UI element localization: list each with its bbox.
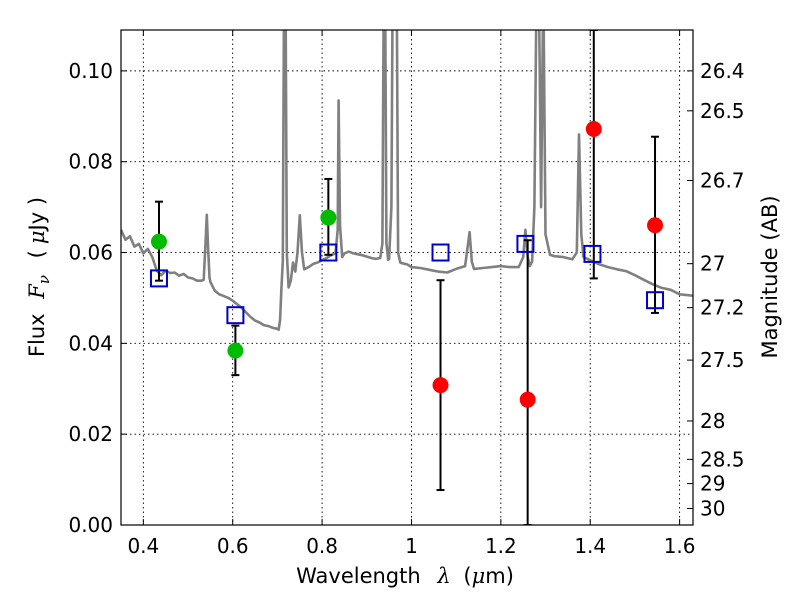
observed-flux-point	[320, 209, 337, 226]
model-photometry-square	[226, 306, 245, 325]
model-photometry-square	[319, 243, 338, 262]
x-tick-label: 0.4	[127, 534, 159, 558]
x-axis-label-unit-open: (	[463, 564, 471, 588]
y-tick-label: 0.06	[68, 241, 113, 265]
magnitude-tick-label: 26.5	[700, 99, 745, 123]
y-tick-label: 0.10	[68, 59, 113, 83]
model-photometry-square	[646, 291, 665, 310]
y-axis-label-unit-rest: Jy )	[25, 197, 49, 233]
y-tick-label: 0.02	[68, 422, 113, 446]
x-tick-label: 1.4	[574, 534, 606, 558]
observed-flux-point	[432, 377, 449, 394]
y-axis-label-subscript: ν	[35, 275, 53, 284]
x-axis-label: Wavelength λ (μm)	[296, 564, 514, 588]
magnitude-tick-label: 30	[700, 497, 725, 521]
plot-area-background	[121, 30, 693, 525]
x-axis-label-text: Wavelength	[296, 564, 421, 588]
y-tick-label: 0.08	[68, 150, 113, 174]
y-axis-label-unit-open: (	[25, 250, 49, 258]
right-axis-label: Magnitude (AB)	[758, 195, 782, 358]
model-photometry-square	[516, 234, 535, 253]
magnitude-tick-label: 27	[700, 252, 725, 276]
observed-flux-point	[227, 342, 244, 359]
magnitude-tick-label: 28	[700, 409, 725, 433]
observed-flux-point	[585, 121, 602, 137]
y-axis-label: Flux Fν ( μJy )	[25, 197, 54, 357]
x-axis-label-unit-rest: m)	[485, 564, 514, 588]
y-axis-label-symbol: F	[25, 283, 49, 300]
x-axis-label-unit-mu: μ	[472, 564, 486, 588]
x-tick-label: 0.6	[217, 534, 249, 558]
x-tick-label: 0.8	[306, 534, 338, 558]
data-points	[149, 121, 665, 408]
grid-lines	[121, 30, 693, 526]
model-spectrum-line	[121, 30, 693, 331]
magnitude-tick-label: 27.2	[700, 296, 745, 320]
observed-flux-point	[647, 217, 664, 234]
y-axis-ticks: 0.00 0.02 0.04 0.06 0.08 0.10	[68, 59, 127, 537]
y-axis-label-text: Flux	[25, 313, 49, 357]
x-tick-label: 1	[405, 534, 418, 558]
x-tick-label: 1.2	[485, 534, 517, 558]
y-axis-label-unit-mu: μ	[25, 230, 49, 244]
y-tick-label: 0.04	[68, 331, 113, 355]
model-spectrum	[121, 30, 693, 331]
y-tick-label: 0.00	[68, 513, 113, 537]
magnitude-tick-label: 28.5	[700, 447, 745, 471]
observed-flux-point	[519, 391, 536, 408]
x-tick-label: 1.6	[664, 534, 696, 558]
x-axis-label-symbol: λ	[436, 564, 450, 588]
plot-frame	[120, 29, 694, 526]
magnitude-tick-label: 29	[700, 472, 725, 496]
magnitude-tick-label: 27.5	[700, 348, 745, 372]
observed-flux-point	[150, 233, 167, 250]
magnitude-tick-label: 26.4	[700, 59, 745, 83]
x-axis-ticks: 0.4 0.6 0.8 1 1.2 1.4 1.6	[127, 30, 696, 558]
model-photometry-square	[583, 244, 602, 263]
magnitude-tick-label: 26.7	[700, 169, 745, 193]
model-photometry-square	[431, 243, 450, 262]
model-photometry-square	[149, 269, 168, 288]
